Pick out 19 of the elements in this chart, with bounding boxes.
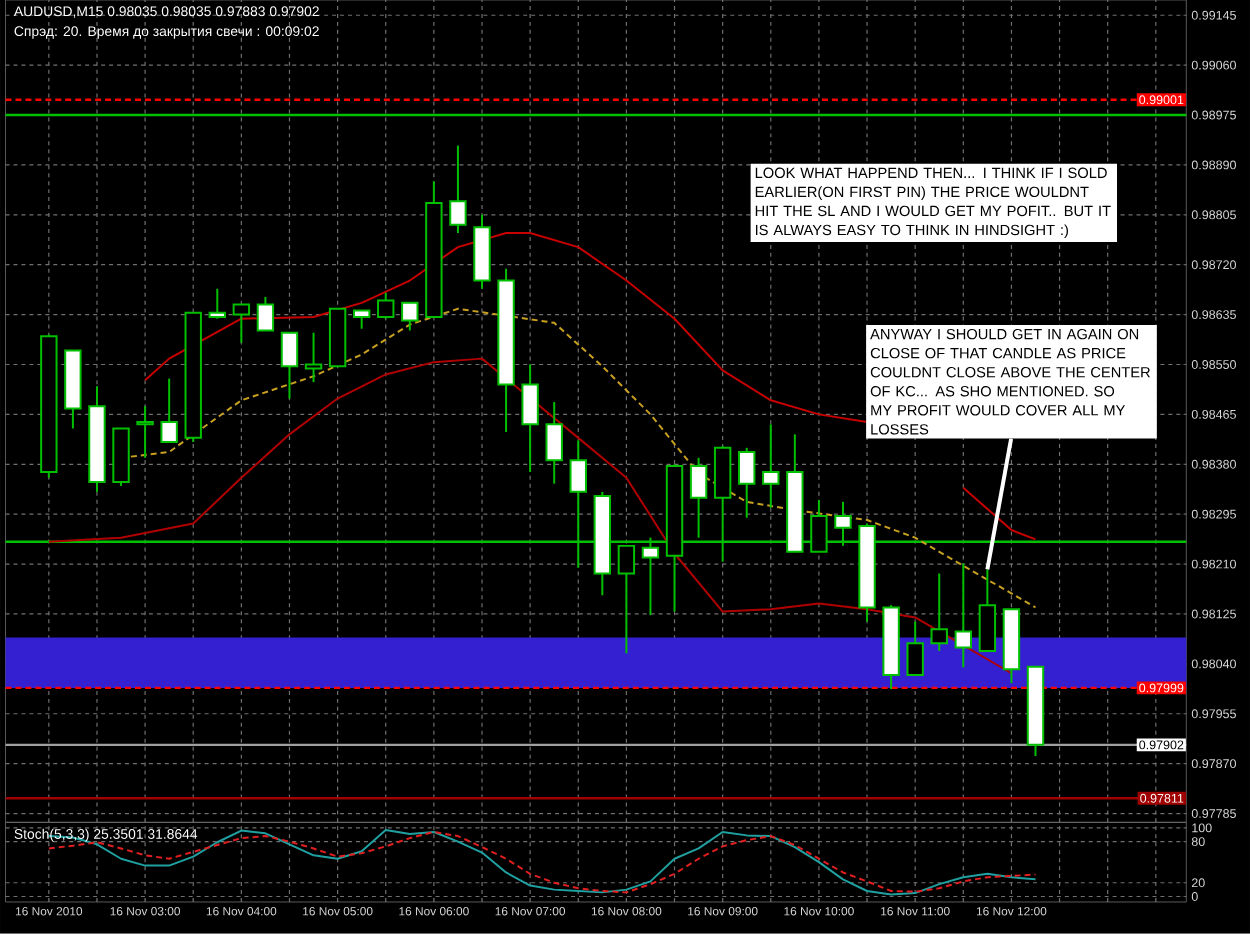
candlestick (738, 446, 756, 519)
candlestick (160, 377, 178, 444)
candlestick (930, 572, 948, 653)
candlestick (545, 401, 563, 485)
candlestick (304, 331, 323, 384)
candlestick (208, 287, 226, 320)
candlestick (377, 291, 395, 320)
candlestick (232, 303, 251, 344)
candlestick (280, 331, 299, 400)
candlestick (352, 309, 371, 330)
candlestick (521, 363, 539, 473)
candlestick (136, 405, 154, 459)
candlestick (978, 568, 997, 653)
candlestick (449, 144, 467, 235)
candlestick (954, 562, 972, 669)
candlestick (401, 301, 419, 332)
candlestick (256, 296, 275, 332)
candlestick (906, 620, 924, 677)
candlestick (762, 423, 780, 509)
